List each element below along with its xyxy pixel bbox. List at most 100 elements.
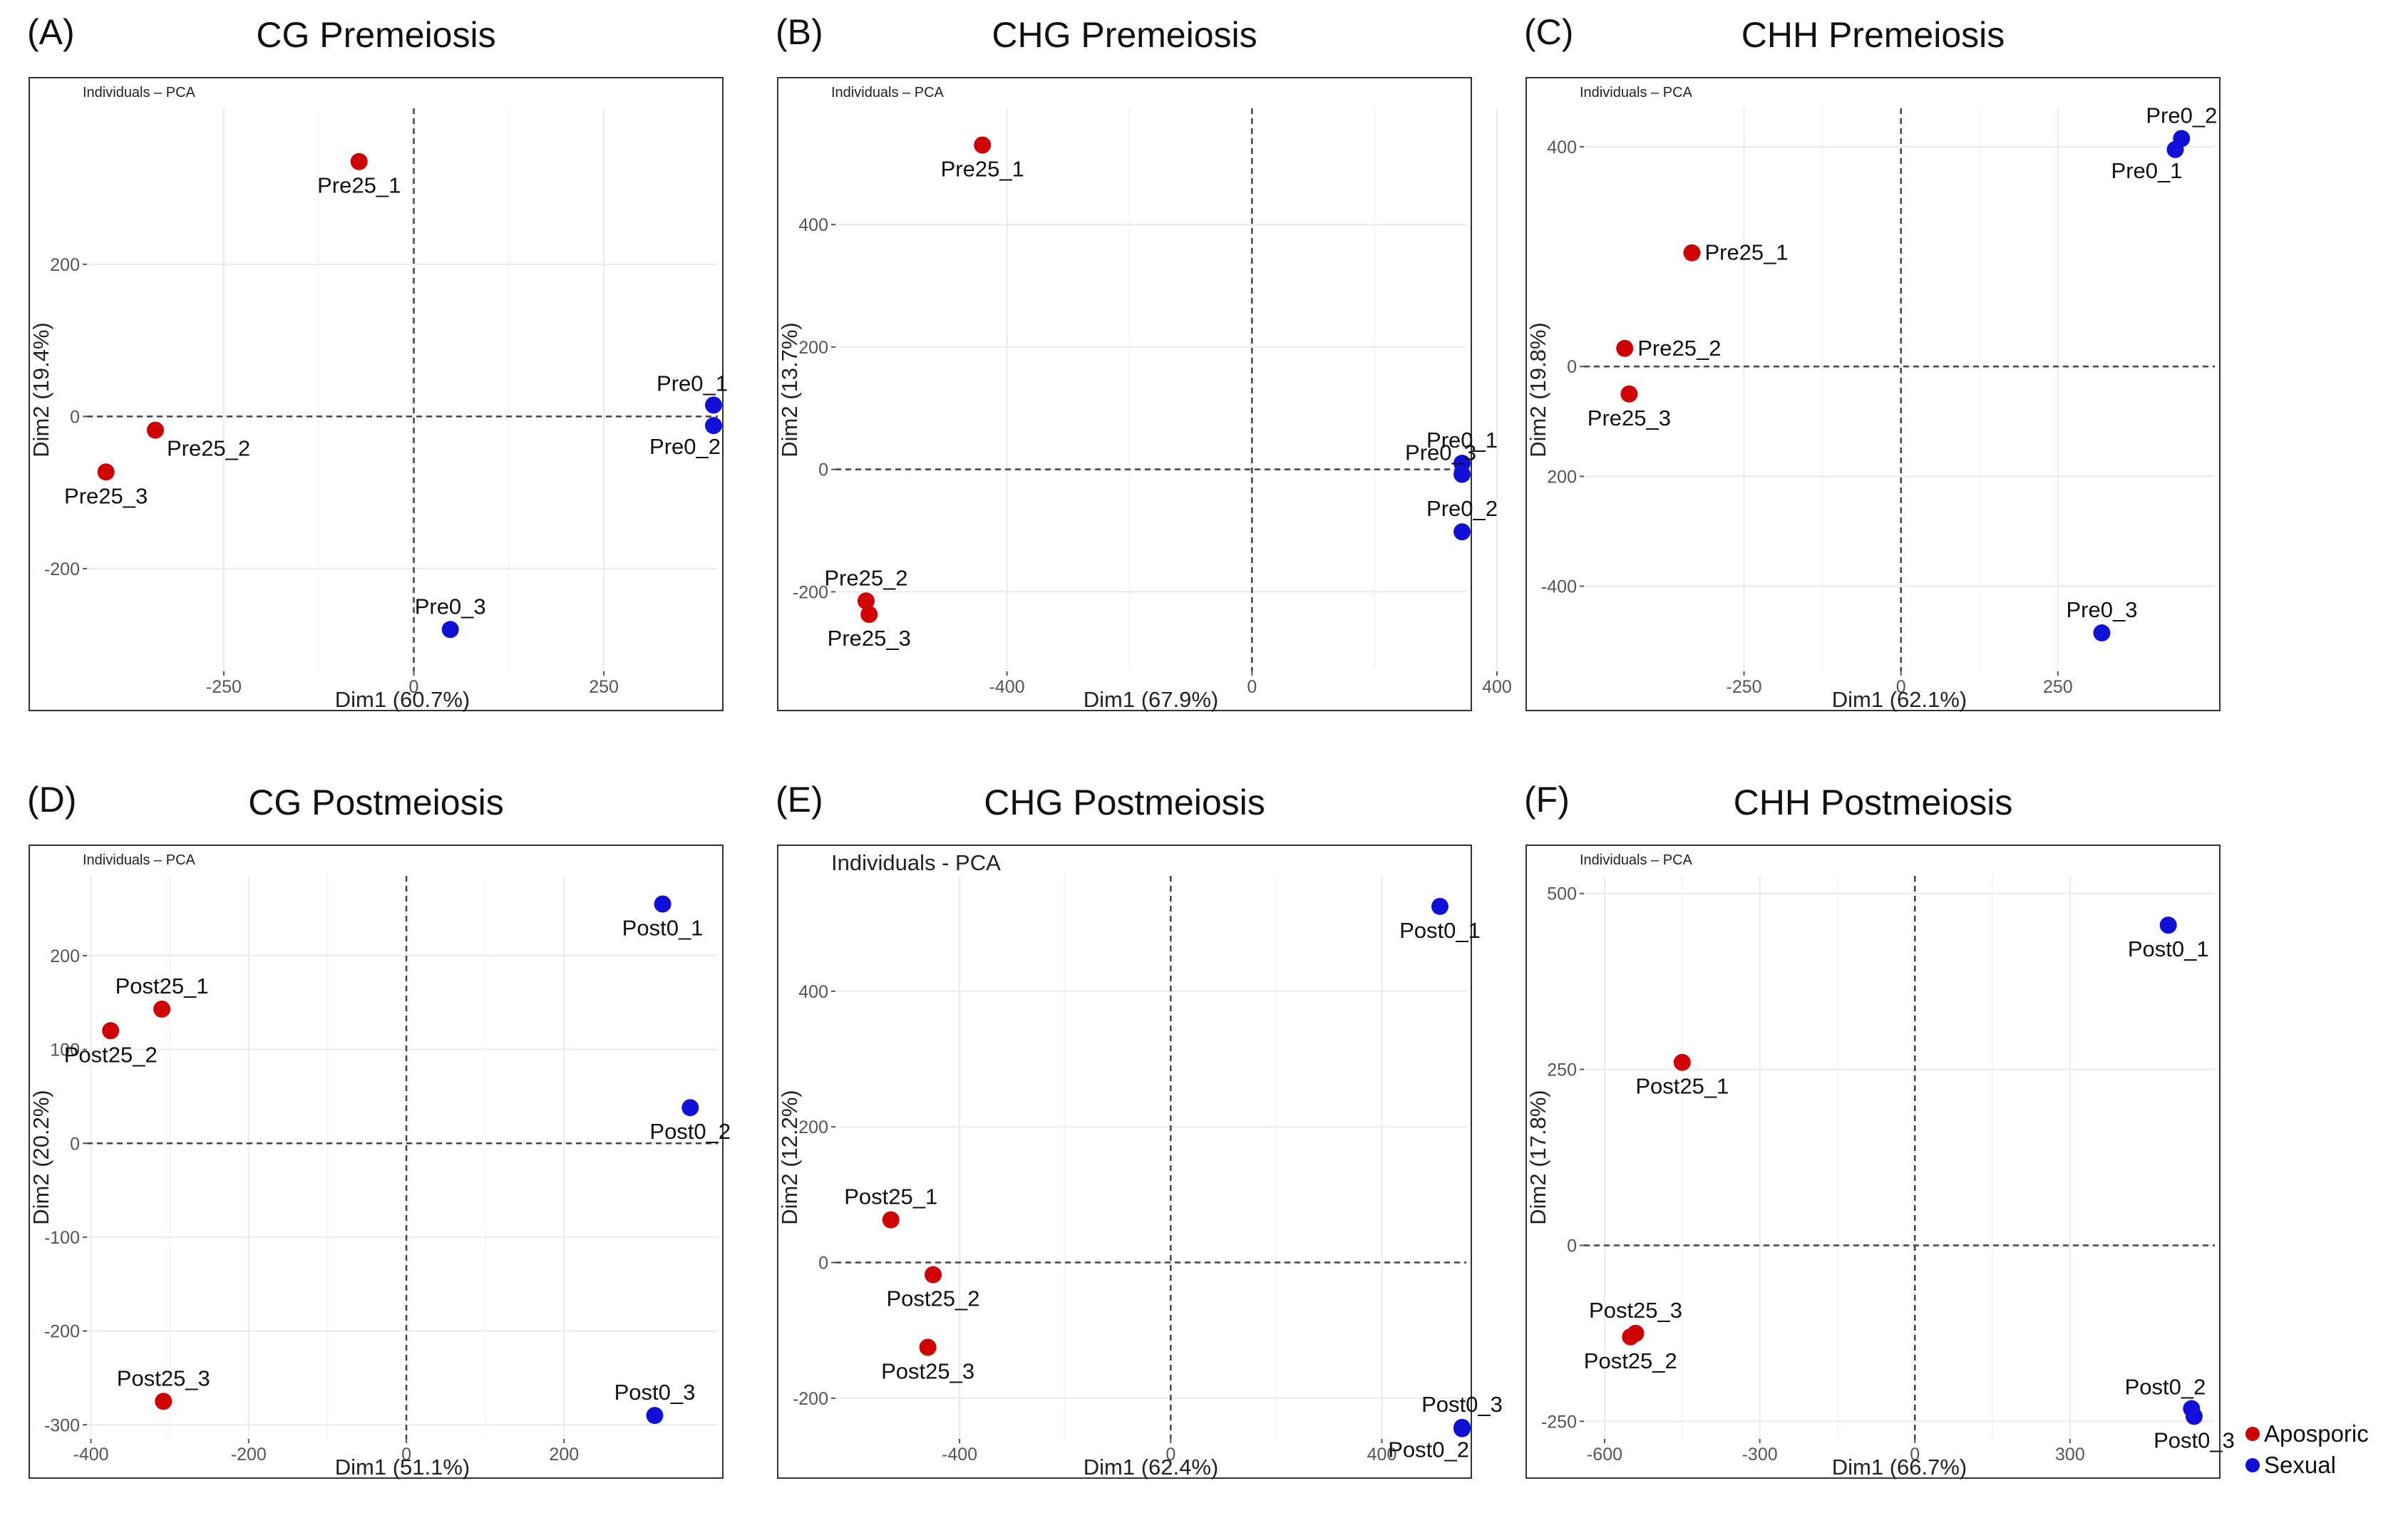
point-label: Post0_2: [2125, 1375, 2206, 1400]
point-label: Pre25_3: [828, 626, 911, 651]
y-tick-label: 400: [798, 982, 828, 1002]
point-label: Post25_3: [117, 1365, 210, 1390]
plot-subtitle: Individuals – PCA: [83, 852, 196, 868]
grid: [87, 876, 718, 1439]
scatter-plot: Individuals – PCA -400 -200 0 200 -300 -200 -10…: [29, 852, 731, 1480]
data-point-aposporic: [1683, 244, 1701, 262]
point-label: Pre0_2: [649, 434, 721, 459]
legend-item-aposporic: Aposporic: [2245, 1418, 2369, 1450]
y-tick-label: 0: [70, 1134, 80, 1154]
legend: Aposporic Sexual: [2245, 1418, 2369, 1481]
plot-subtitle: Individuals – PCA: [83, 85, 196, 100]
panel-letter: (A): [27, 12, 75, 52]
y-axis-label: Dim2 (12.2%): [777, 1090, 802, 1225]
legend-label-sexual: Sexual: [2264, 1452, 2336, 1478]
point-label: Post0_1: [2128, 936, 2209, 961]
x-tick-label: -400: [73, 1445, 109, 1465]
grid: [1584, 876, 2215, 1439]
point-label: Pre0_3: [415, 594, 486, 619]
data-point-sexual: [705, 396, 722, 414]
scatter-plot: Individuals – PCA -250 0 250 -200 0 200 Dim1 (6…: [29, 85, 728, 712]
data-point-sexual: [441, 621, 459, 639]
panel-letter: (E): [776, 780, 823, 820]
grid: [835, 876, 1466, 1439]
panel-letter: (F): [1524, 780, 1570, 820]
data-point-sexual: [1431, 897, 1449, 915]
point-label: Pre25_1: [1704, 240, 1788, 265]
x-axis-label: Dim1 (60.7%): [335, 687, 470, 712]
data-point-aposporic: [102, 1022, 120, 1040]
data-point-aposporic: [97, 463, 115, 481]
point-label: Pre25_1: [317, 173, 401, 198]
data-point-aposporic: [1622, 1328, 1640, 1346]
data-point-sexual: [654, 895, 672, 913]
point-label: Post25_2: [887, 1286, 980, 1311]
point-label: Post25_1: [844, 1184, 937, 1209]
plot-subtitle: Individuals – PCA: [831, 85, 945, 100]
panel-letter: (D): [27, 780, 77, 820]
y-tick-label: 100: [50, 1041, 80, 1060]
data-point-sexual: [1453, 1420, 1471, 1437]
y-tick-label: 400: [798, 215, 828, 235]
x-tick-label: 0: [1247, 677, 1257, 697]
data-point-aposporic: [857, 592, 875, 610]
data-point-aposporic: [860, 606, 878, 624]
plot-panel: Individuals – PCA -400 0 400 -200 0 200 400 Dim1…: [777, 77, 1512, 712]
x-tick-label: -600: [1587, 1445, 1622, 1465]
panel-letter: (B): [776, 12, 823, 52]
y-tick-label: 0: [70, 407, 80, 427]
point-label: Post25_3: [1589, 1298, 1682, 1323]
point-label: Post0_3: [2154, 1427, 2235, 1452]
y-axis-label: Dim2 (13.7%): [777, 322, 802, 458]
panel-letter: (C): [1524, 12, 1574, 52]
scatter-plot: Individuals – PCA -250 0 250 -400 200 0 400 Dim1…: [1525, 85, 2217, 712]
y-axis-label: Dim2 (19.4%): [29, 322, 53, 458]
y-tick-label: -300: [44, 1415, 80, 1435]
panel-title: CG Premeiosis: [256, 15, 496, 55]
panel-title: CG Postmeiosis: [248, 783, 504, 822]
data-point-sexual: [2093, 624, 2111, 642]
point-label: Post25_1: [1635, 1074, 1729, 1099]
point-label: Post0_3: [614, 1380, 696, 1405]
x-tick-label: 250: [2043, 677, 2073, 697]
plot-subtitle: Individuals - PCA: [831, 850, 1001, 875]
data-point-sexual: [1453, 465, 1471, 483]
y-tick-label: 250: [1547, 1060, 1577, 1080]
panel-title: CHH Postmeiosis: [1733, 783, 2013, 822]
y-tick-label: 0: [1567, 357, 1577, 377]
scatter-plot: Individuals - PCA -400 0 400 -200 0 200 400 Dim1…: [777, 850, 1503, 1480]
x-tick-label: 0: [401, 1445, 411, 1465]
point-label: Pre0_1: [2111, 158, 2183, 183]
point-label: Pre0_3: [2067, 597, 2138, 622]
y-axis-label: Dim2 (19.8%): [1525, 322, 1550, 458]
x-axis-label: Dim1 (62.1%): [1832, 687, 1967, 712]
y-tick-label: 400: [1547, 138, 1577, 158]
grid: [87, 108, 718, 671]
point-label: Post0_2: [1388, 1437, 1469, 1462]
x-tick-label: -250: [206, 677, 242, 697]
y-tick-label: -200: [793, 1389, 828, 1409]
x-tick-label: -400: [989, 677, 1025, 697]
data-point-aposporic: [1673, 1053, 1691, 1071]
point-label: Pre0_2: [1426, 496, 1498, 521]
y-tick-label: 200: [798, 338, 828, 358]
y-tick-label: -100: [44, 1228, 80, 1248]
legend-item-sexual: Sexual: [2245, 1450, 2369, 1481]
grid: [835, 108, 1498, 671]
point-label: Pre25_3: [64, 483, 148, 508]
data-point-aposporic: [155, 1393, 173, 1410]
y-tick-label: 0: [1567, 1236, 1577, 1256]
data-point-sexual: [2166, 140, 2184, 158]
plot-subtitle: Individuals – PCA: [1580, 852, 1693, 868]
plot-panel: Individuals - PCA -400 0 400 -200 0 200 400 Dim1…: [777, 845, 1503, 1480]
x-tick-label: 0: [1166, 1445, 1175, 1465]
plot-panel: Individuals – PCA -250 0 250 -400 200 0 400 Dim1…: [1525, 77, 2221, 712]
y-tick-label: 500: [1547, 884, 1577, 904]
scatter-plot: Individuals – PCA -600 -300 0 300 -250 0 250 500…: [1525, 852, 2235, 1480]
x-tick-label: 400: [1482, 677, 1512, 697]
plot-panel: Individuals – PCA -250 0 250 -200 0 200 Dim1 (6…: [29, 77, 728, 712]
y-tick-label: -200: [793, 582, 828, 602]
data-point-aposporic: [350, 153, 368, 170]
point-label: Post25_2: [64, 1042, 158, 1067]
point-label: Pre25_1: [941, 157, 1024, 182]
